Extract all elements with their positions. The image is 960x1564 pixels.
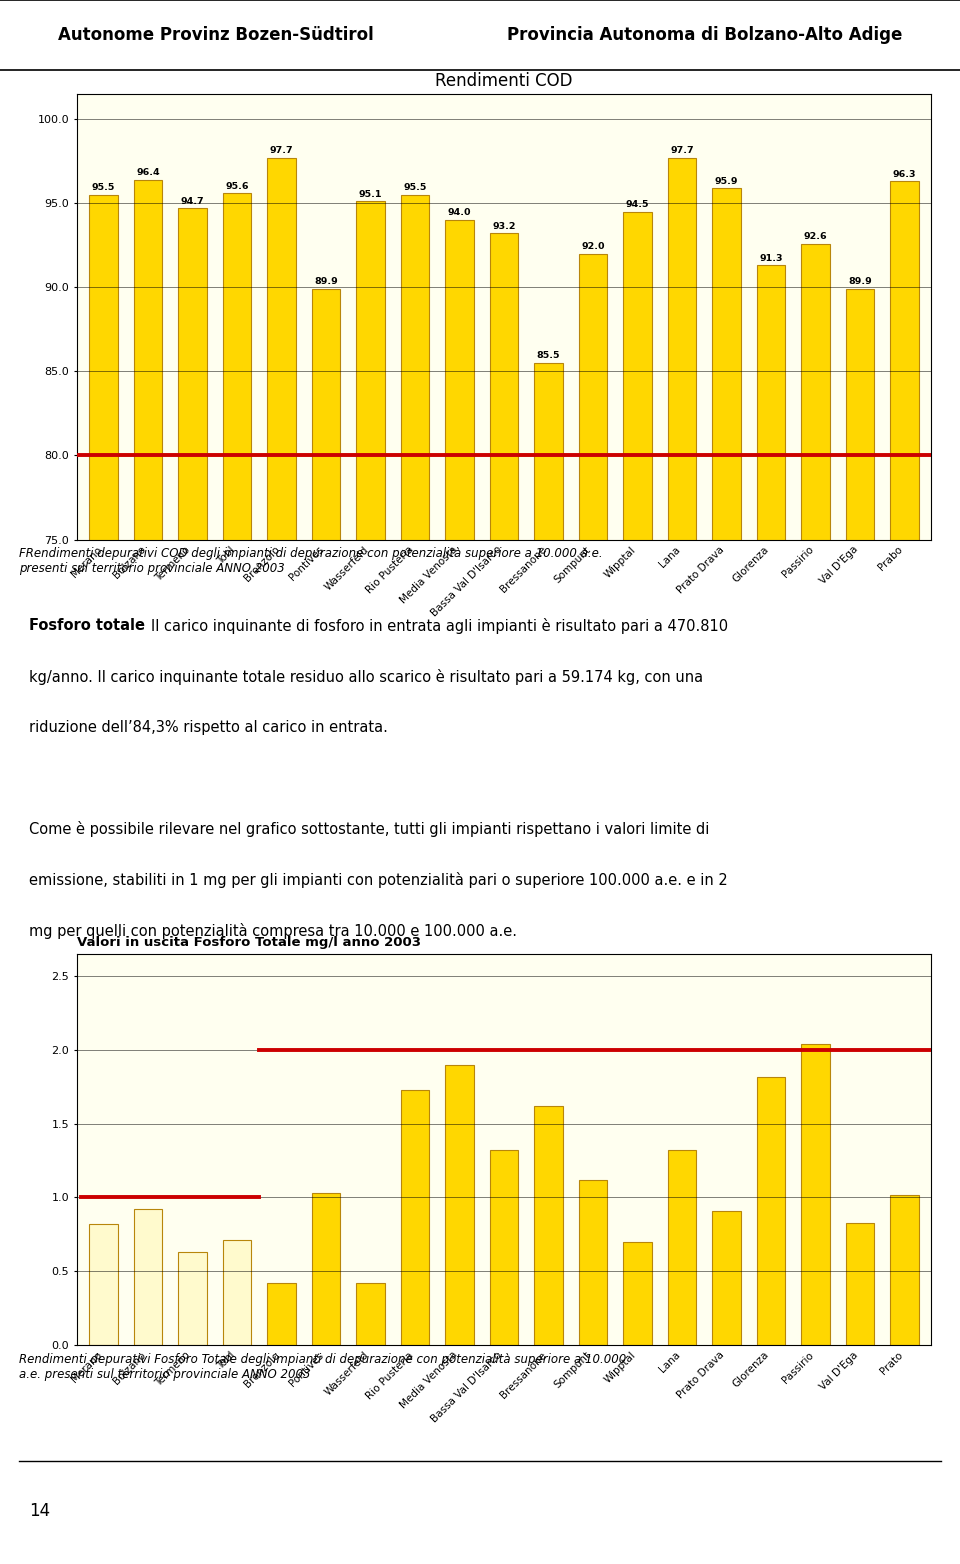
Text: Valori in uscita Fosforo Totale mg/l anno 2003: Valori in uscita Fosforo Totale mg/l ann… — [77, 935, 420, 949]
Text: Provincia Autonoma di Bolzano-Alto Adige: Provincia Autonoma di Bolzano-Alto Adige — [507, 27, 902, 44]
Bar — [846, 289, 875, 1564]
Text: FRendimenti depurativi COD degli impianti di depurazione con potenzialità superi: FRendimenti depurativi COD degli impiant… — [19, 547, 603, 576]
Bar — [712, 1211, 741, 1345]
Text: 96.4: 96.4 — [136, 167, 159, 177]
Bar — [445, 1065, 474, 1345]
Bar — [356, 202, 385, 1564]
Text: riduzione dell’84,3% rispetto al carico in entrata.: riduzione dell’84,3% rispetto al carico … — [29, 719, 388, 735]
Text: 93.2: 93.2 — [492, 222, 516, 231]
Bar — [890, 1195, 919, 1345]
Bar — [89, 1225, 118, 1345]
Bar — [623, 211, 652, 1564]
Text: 94.0: 94.0 — [447, 208, 471, 217]
Text: kg/anno. Il carico inquinante totale residuo allo scarico è risultato pari a 59.: kg/anno. Il carico inquinante totale res… — [29, 669, 703, 685]
Title: Rendimenti COD: Rendimenti COD — [435, 72, 573, 89]
Bar — [579, 1179, 608, 1345]
Bar — [667, 1150, 696, 1345]
Bar — [756, 266, 785, 1564]
Bar — [534, 363, 563, 1564]
Text: 94.5: 94.5 — [626, 200, 649, 210]
Text: 97.7: 97.7 — [270, 147, 294, 155]
Bar — [490, 1150, 518, 1345]
Text: 95.6: 95.6 — [226, 181, 249, 191]
Bar — [400, 1090, 429, 1345]
Bar — [223, 192, 252, 1564]
Bar — [801, 244, 830, 1564]
Text: Come è possibile rilevare nel grafico sottostante, tutti gli impianti rispettano: Come è possibile rilevare nel grafico so… — [29, 821, 709, 837]
Text: 94.7: 94.7 — [180, 197, 204, 206]
Bar — [445, 221, 474, 1564]
Text: 89.9: 89.9 — [314, 277, 338, 286]
Text: 95.9: 95.9 — [715, 177, 738, 186]
Bar — [490, 233, 518, 1564]
Text: Il carico inquinante di fosforo in entrata agli impianti è risultato pari a 470.: Il carico inquinante di fosforo in entra… — [151, 618, 728, 633]
Bar — [267, 1282, 296, 1345]
Bar — [400, 196, 429, 1564]
Bar — [623, 1242, 652, 1345]
Text: Rendimenti depurativi Fosforo Totale degli impianti di depurazione con potenzial: Rendimenti depurativi Fosforo Totale deg… — [19, 1353, 627, 1381]
Bar — [890, 181, 919, 1564]
Bar — [267, 158, 296, 1564]
Text: 92.0: 92.0 — [581, 242, 605, 252]
Text: Autonome Provinz Bozen-Südtirol: Autonome Provinz Bozen-Südtirol — [58, 27, 373, 44]
Bar — [178, 1253, 207, 1345]
Text: 96.3: 96.3 — [893, 170, 916, 178]
Text: 91.3: 91.3 — [759, 253, 782, 263]
Text: Fosforo totale: Fosforo totale — [29, 618, 145, 633]
Bar — [846, 1223, 875, 1345]
Bar — [756, 1076, 785, 1345]
Text: 14: 14 — [29, 1501, 50, 1520]
Bar — [579, 253, 608, 1564]
Bar — [312, 289, 341, 1564]
Text: 95.5: 95.5 — [92, 183, 115, 192]
Text: 95.5: 95.5 — [403, 183, 426, 192]
Bar — [534, 1106, 563, 1345]
Bar — [356, 1282, 385, 1345]
Text: emissione, stabiliti in 1 mg per gli impianti con potenzialità pari o superiore : emissione, stabiliti in 1 mg per gli imp… — [29, 873, 728, 888]
Text: 95.1: 95.1 — [359, 189, 382, 199]
Bar — [712, 188, 741, 1564]
Bar — [223, 1240, 252, 1345]
Bar — [133, 180, 162, 1564]
Text: mg per quelli con potenzialità compresa tra 10.000 e 100.000 a.e.: mg per quelli con potenzialità compresa … — [29, 923, 516, 940]
Text: 92.6: 92.6 — [804, 231, 828, 241]
Text: 97.7: 97.7 — [670, 147, 694, 155]
Bar — [89, 196, 118, 1564]
Bar — [801, 1045, 830, 1345]
Bar — [667, 158, 696, 1564]
Text: 89.9: 89.9 — [848, 277, 872, 286]
Bar — [312, 1193, 341, 1345]
Bar — [178, 208, 207, 1564]
Bar — [133, 1209, 162, 1345]
Text: 85.5: 85.5 — [537, 352, 561, 360]
